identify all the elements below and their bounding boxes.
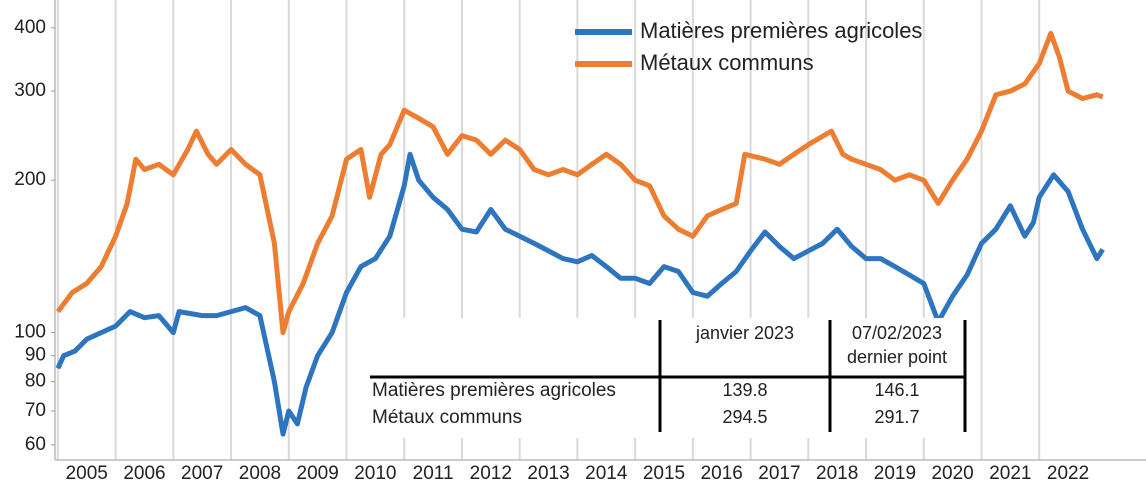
x-tick-label: 2013 <box>527 463 569 484</box>
x-tick-label: 2012 <box>470 463 512 484</box>
y-tick-label: 200 <box>14 169 46 190</box>
x-tick-label: 2005 <box>66 463 108 484</box>
x-tick-label: 2022 <box>1047 463 1089 484</box>
legend-label: Matières premières agricoles <box>640 18 922 43</box>
x-tick-label: 2017 <box>758 463 800 484</box>
x-tick-label: 2006 <box>123 463 165 484</box>
series-line <box>55 30 1104 336</box>
table-row-label: Matières premières agricoles <box>372 380 616 401</box>
x-tick-label: 2018 <box>816 463 858 484</box>
y-tick-label: 400 <box>14 17 46 38</box>
x-tick-label: 2019 <box>874 463 916 484</box>
x-tick-label: 2016 <box>701 463 743 484</box>
table-header: janvier 2023 <box>695 323 794 343</box>
table-row-label: Métaux communs <box>372 407 522 428</box>
table-header: 07/02/2023 <box>852 323 942 343</box>
y-tick-label: 300 <box>14 80 46 101</box>
y-tick-label: 80 <box>25 371 46 392</box>
table-cell: 139.8 <box>722 380 767 400</box>
y-tick-label: 60 <box>25 434 46 455</box>
x-tick-label: 2020 <box>931 463 973 484</box>
x-tick-label: 2007 <box>181 463 223 484</box>
y-tick-label: 70 <box>25 400 46 421</box>
table-header: dernier point <box>847 347 947 367</box>
x-tick-label: 2009 <box>297 463 339 484</box>
table-cell: 294.5 <box>722 407 767 427</box>
x-tick-label: 2011 <box>413 463 454 484</box>
y-tick-label: 90 <box>25 345 46 366</box>
x-tick-label: 2021 <box>989 463 1031 484</box>
x-tick-label: 2015 <box>643 463 685 484</box>
legend-label: Métaux communs <box>640 50 814 75</box>
table-cell: 291.7 <box>874 407 919 427</box>
x-tick-label: 2008 <box>239 463 281 484</box>
x-tick-label: 2014 <box>585 463 628 484</box>
x-tick-label: 2010 <box>354 463 396 484</box>
y-tick-label: 100 <box>14 322 46 343</box>
table-cell: 146.1 <box>874 380 919 400</box>
